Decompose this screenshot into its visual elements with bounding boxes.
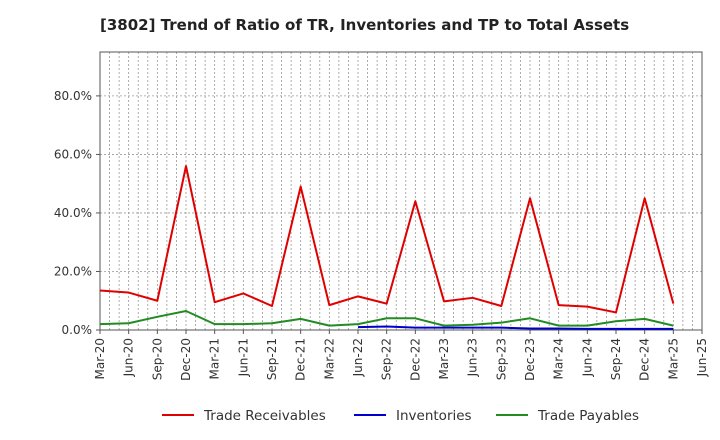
x-tick-label: Mar-25	[666, 338, 680, 379]
x-tick-label: Mar-22	[322, 338, 336, 379]
grid	[100, 52, 702, 330]
series-line-trade-payables	[99, 309, 674, 327]
x-tick-label: Jun-20	[122, 338, 136, 377]
x-tick-label: Jun-23	[466, 338, 480, 377]
y-tick-label: 80.0%	[54, 89, 92, 103]
series-line-trade-receivables	[99, 165, 675, 314]
y-tick-label: 40.0%	[54, 206, 92, 220]
x-tick-label: Mar-21	[208, 338, 222, 379]
x-tick-label: Dec-23	[523, 338, 537, 381]
y-tick-label: 0.0%	[62, 323, 93, 337]
legend-label-trade-payables: Trade Payables	[537, 408, 639, 424]
series-lines	[99, 165, 675, 330]
x-tick-label: Sep-22	[380, 338, 394, 380]
x-tick-label: Dec-20	[179, 338, 193, 381]
x-tick-label: Jun-22	[351, 338, 365, 377]
chart-title: [3802] Trend of Ratio of TR, Inventories…	[100, 16, 629, 34]
x-tick-label: Sep-24	[609, 338, 623, 380]
plot-frame	[99, 51, 703, 331]
series-line-inventories	[357, 325, 674, 330]
legend-label-trade-receivables: Trade Receivables	[203, 408, 326, 424]
y-axis: 0.0% 20.0% 40.0% 60.0% 80.0%	[54, 89, 100, 337]
x-tick-label: Mar-24	[552, 338, 566, 379]
x-tick-label: Sep-21	[265, 338, 279, 380]
y-tick-label: 60.0%	[54, 147, 92, 161]
y-tick-label: 20.0%	[54, 264, 92, 278]
x-tick-label: Sep-20	[150, 338, 164, 380]
legend-label-inventories: Inventories	[396, 408, 472, 424]
x-tick-label: Dec-21	[294, 338, 308, 381]
x-tick-label: Sep-23	[494, 338, 508, 380]
x-tick-label: Dec-24	[638, 338, 652, 381]
x-tick-label: Mar-23	[437, 338, 451, 379]
legend: Trade Receivables Inventories Trade Payabl…	[162, 408, 639, 424]
x-axis: Mar-20 Jun-20 Sep-20 Dec-20 Mar-21 Jun-21 Sep-…	[93, 330, 709, 381]
x-tick-label: Jun-24	[580, 338, 594, 377]
x-tick-label: Jun-21	[236, 338, 250, 377]
x-tick-label: Mar-20	[93, 338, 107, 379]
x-tick-label: Dec-22	[408, 338, 422, 381]
x-tick-label: Jun-25	[695, 338, 709, 377]
